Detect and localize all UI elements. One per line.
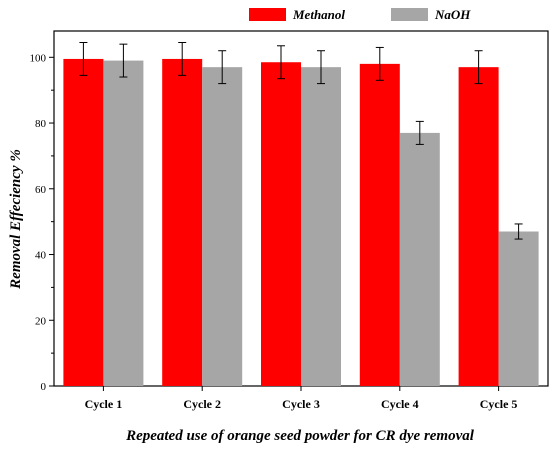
y-tick-label: 60 [35,184,47,196]
x-axis-title: Repeated use of orange seed powder for C… [125,428,475,444]
y-tick-label: 0 [41,381,47,393]
bar-methanol-5 [458,67,499,386]
bar-naoh-5 [498,231,539,386]
bar-methanol-1 [63,58,104,386]
legend-label-naoh: NaOH [434,7,471,22]
x-tick-label: Cycle 5 [480,397,518,411]
bar-methanol-4 [359,63,400,387]
legend: Methanol NaOH [249,7,471,22]
y-tick-label: 100 [30,52,47,64]
legend-swatch-naoh [391,8,428,21]
y-axis-title: Removal Effeciency % [8,149,24,290]
bar-methanol-2 [162,58,203,386]
bar-naoh-4 [399,132,440,386]
x-tick-label: Cycle 1 [85,397,123,411]
bar-naoh-2 [202,67,243,386]
bar-naoh-1 [103,60,144,386]
x-tick-label: Cycle 3 [282,397,320,411]
legend-swatch-methanol [249,8,286,21]
bar-methanol-3 [261,62,301,386]
y-tick-label: 20 [35,315,47,327]
bar-naoh-3 [301,67,341,386]
x-tick-label: Cycle 2 [183,397,221,411]
legend-label-methanol: Methanol [292,7,345,22]
y-tick-label: 80 [35,118,47,130]
plot-area: 0 20 40 60 80 100 Cycle 1 Cycle 2 Cycle 3 Cycle 4… [30,30,549,411]
y-tick-label: 40 [35,250,47,262]
x-tick-label: Cycle 4 [381,397,419,411]
